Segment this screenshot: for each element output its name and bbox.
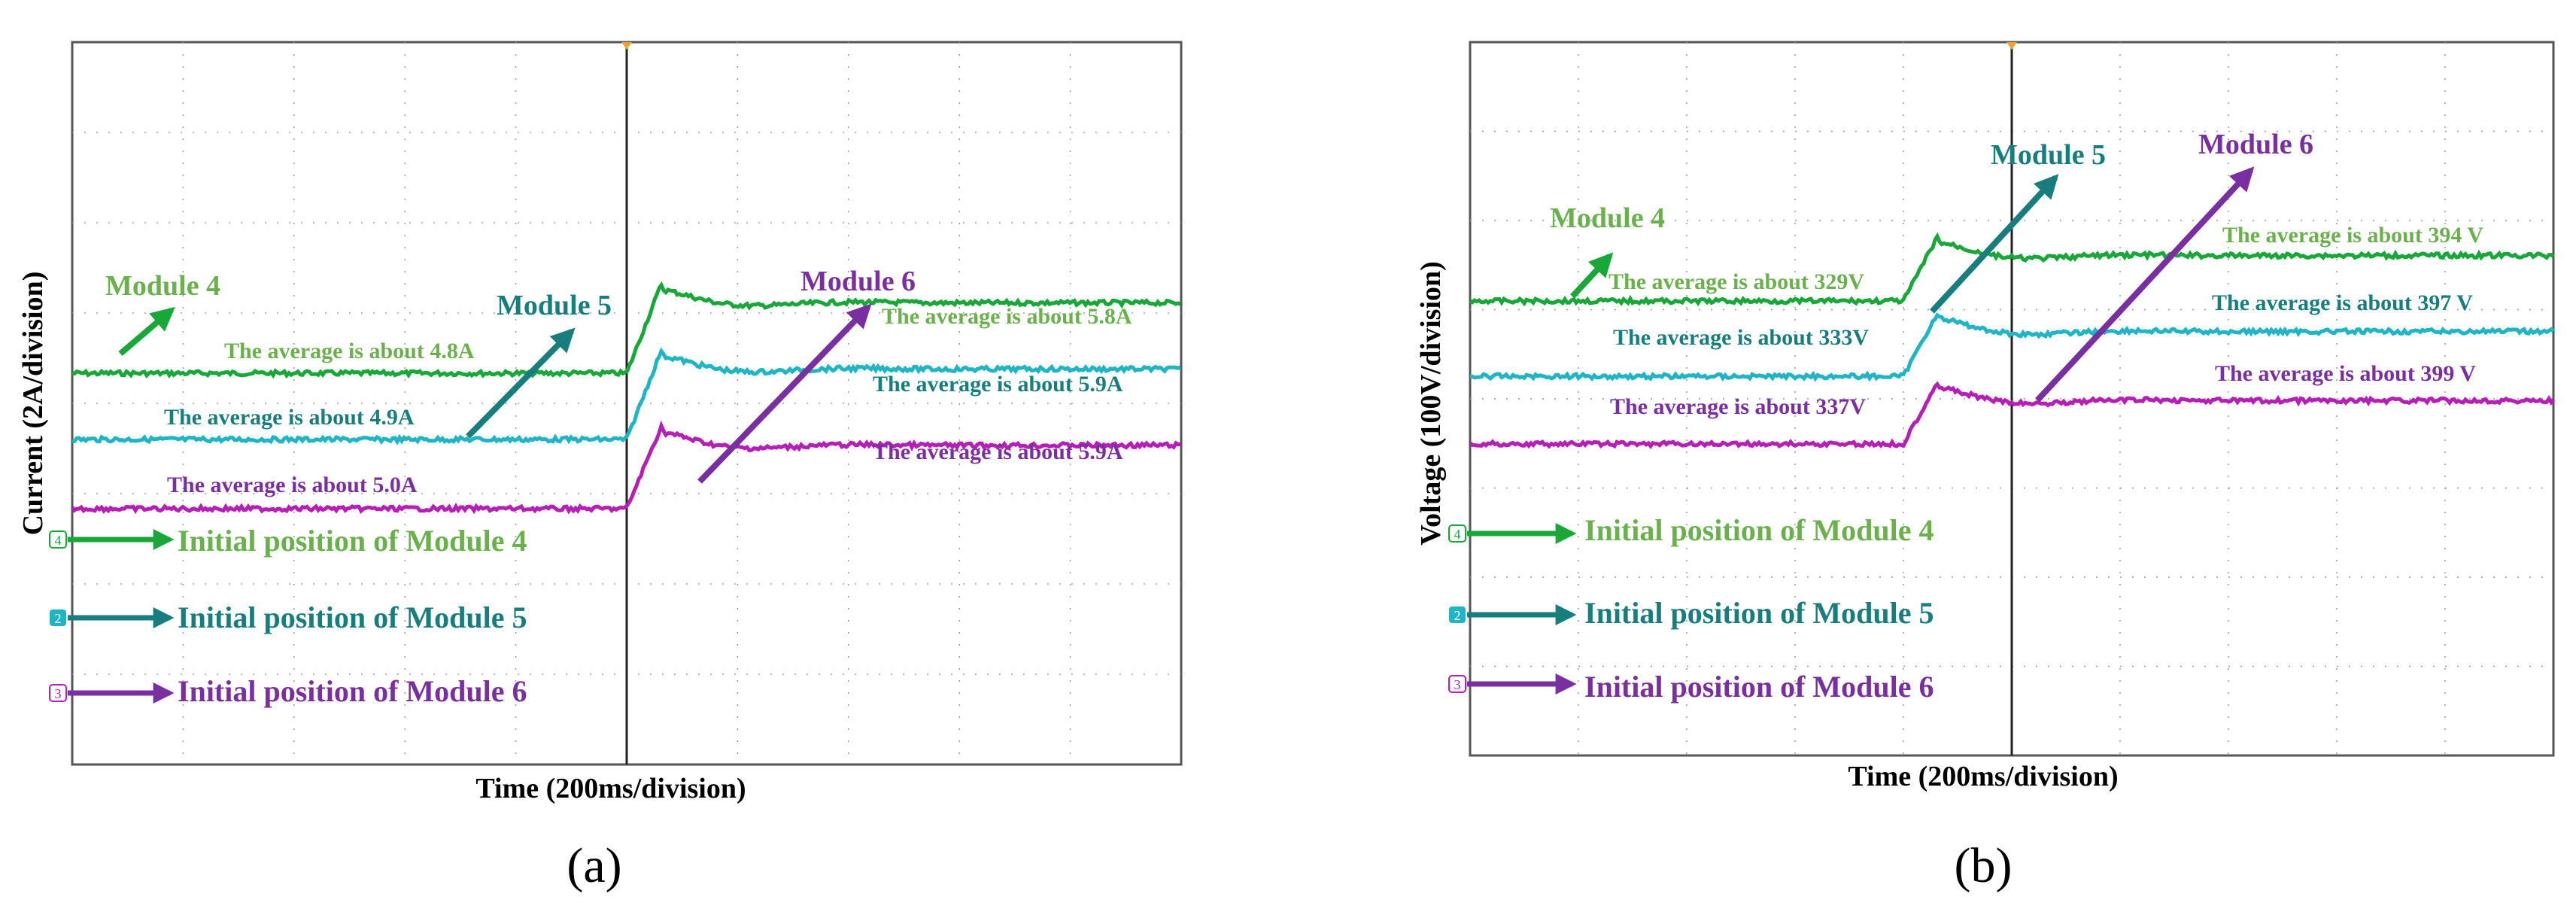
panel-b-caption: (b): [1955, 838, 2012, 893]
panel-a-module6-label: Module 6: [800, 266, 916, 297]
panel-b-initial6-label: Initial position of Module 6: [1584, 670, 1934, 704]
panel-b-initial4-label: Initial position of Module 4: [1584, 513, 1934, 547]
panel-b-trace-module-4: [1469, 232, 2555, 307]
panel-b-marker-2: [1449, 606, 1466, 623]
panel-b-module5-label: Module 5: [1991, 139, 2106, 171]
panel-a-marker-2: [50, 609, 66, 626]
panel-a-marker-3: [49, 684, 67, 702]
panel-a-marker-2-label: 2: [55, 611, 62, 626]
panel-b-trigger-marker: [2006, 42, 2017, 50]
panel-a-module5-arrow: [466, 327, 576, 439]
panel-a-marker-3-label: 3: [55, 686, 62, 701]
panel-b-module4-arrow: [1570, 252, 1614, 299]
panel-b-module6-avg-before: The average is about 337V: [1610, 394, 1866, 419]
panel-b-module5-avg-before: The average is about 333V: [1613, 325, 1869, 350]
panel-b: Module 4 Module 5 Module 6 The average i…: [1415, 41, 2556, 893]
panel-a-initial4-label: Initial position of Module 4: [178, 524, 527, 558]
panel-a: Module 4 Module 5 Module 6 The average i…: [17, 41, 1183, 893]
panel-b-trace-module-5: [1469, 312, 2555, 382]
panel-a-y-axis-label: Current (2A/division): [17, 272, 49, 536]
panel-a-trigger-marker: [621, 42, 632, 50]
panel-b-module6-arrow: [2035, 166, 2255, 403]
panel-a-marker-4-label: 4: [55, 533, 62, 548]
panel-b-y-axis-label: Voltage (100V/division): [1415, 261, 1447, 546]
panel-a-module5-avg-after: The average is about 5.9A: [873, 372, 1123, 397]
panel-b-module5-arrow: [1930, 174, 2059, 314]
panel-a-module4-arrow: [118, 306, 175, 357]
panel-a-trace-module-4: [71, 281, 1181, 379]
panel-b-module4-avg-after: The average is about 394 V: [2222, 223, 2483, 248]
panel-b-initial5-label: Initial position of Module 5: [1584, 596, 1934, 630]
panel-a-module4-label: Module 4: [105, 270, 220, 302]
panel-a-module6-avg-after: The average is about 5.9A: [873, 439, 1123, 464]
panel-a-module5-label: Module 5: [497, 290, 612, 321]
panel-b-marker-2-label: 2: [1454, 608, 1461, 623]
panel-a-traces: [71, 281, 1182, 515]
panel-b-x-axis-label: Time (200ms/division): [1848, 761, 2118, 792]
panel-b-marker-3-label: 3: [1454, 677, 1461, 692]
panel-b-module6-label: Module 6: [2198, 129, 2313, 160]
panel-a-caption: (a): [567, 838, 621, 893]
panel-a-trace-module-6: [71, 420, 1181, 515]
panel-b-module5-avg-after: The average is about 397 V: [2212, 290, 2473, 315]
panel-b-module4-avg-before: The average is about 329V: [1608, 269, 1864, 294]
panel-a-marker-4: [49, 530, 67, 549]
panel-a-module4-avg-after: The average is about 5.8A: [882, 304, 1132, 329]
panel-a-module6-arrow: [697, 303, 872, 484]
panel-b-marker-4-label: 4: [1454, 527, 1461, 542]
panel-a-x-axis-label: Time (200ms/division): [475, 773, 746, 804]
panel-a-trace-module-5: [71, 347, 1182, 445]
panel-b-module4-label: Module 4: [1550, 202, 1665, 234]
panel-a-initial6-label: Initial position of Module 6: [178, 674, 527, 708]
panel-a-module5-avg-before: The average is about 4.9A: [164, 405, 415, 430]
panel-b-marker-4: [1448, 524, 1466, 543]
panel-b-marker-3: [1448, 675, 1466, 693]
panel-a-module4-avg-before: The average is about 4.8A: [224, 339, 475, 363]
panel-b-trace-module-6: [1469, 381, 2556, 449]
panel-a-module6-avg-before: The average is about 5.0A: [167, 473, 418, 497]
panel-b-traces: [1469, 232, 2556, 449]
panel-b-module6-avg-after: The average is about 399 V: [2215, 361, 2476, 386]
panel-a-initial5-label: Initial position of Module 5: [178, 600, 527, 634]
